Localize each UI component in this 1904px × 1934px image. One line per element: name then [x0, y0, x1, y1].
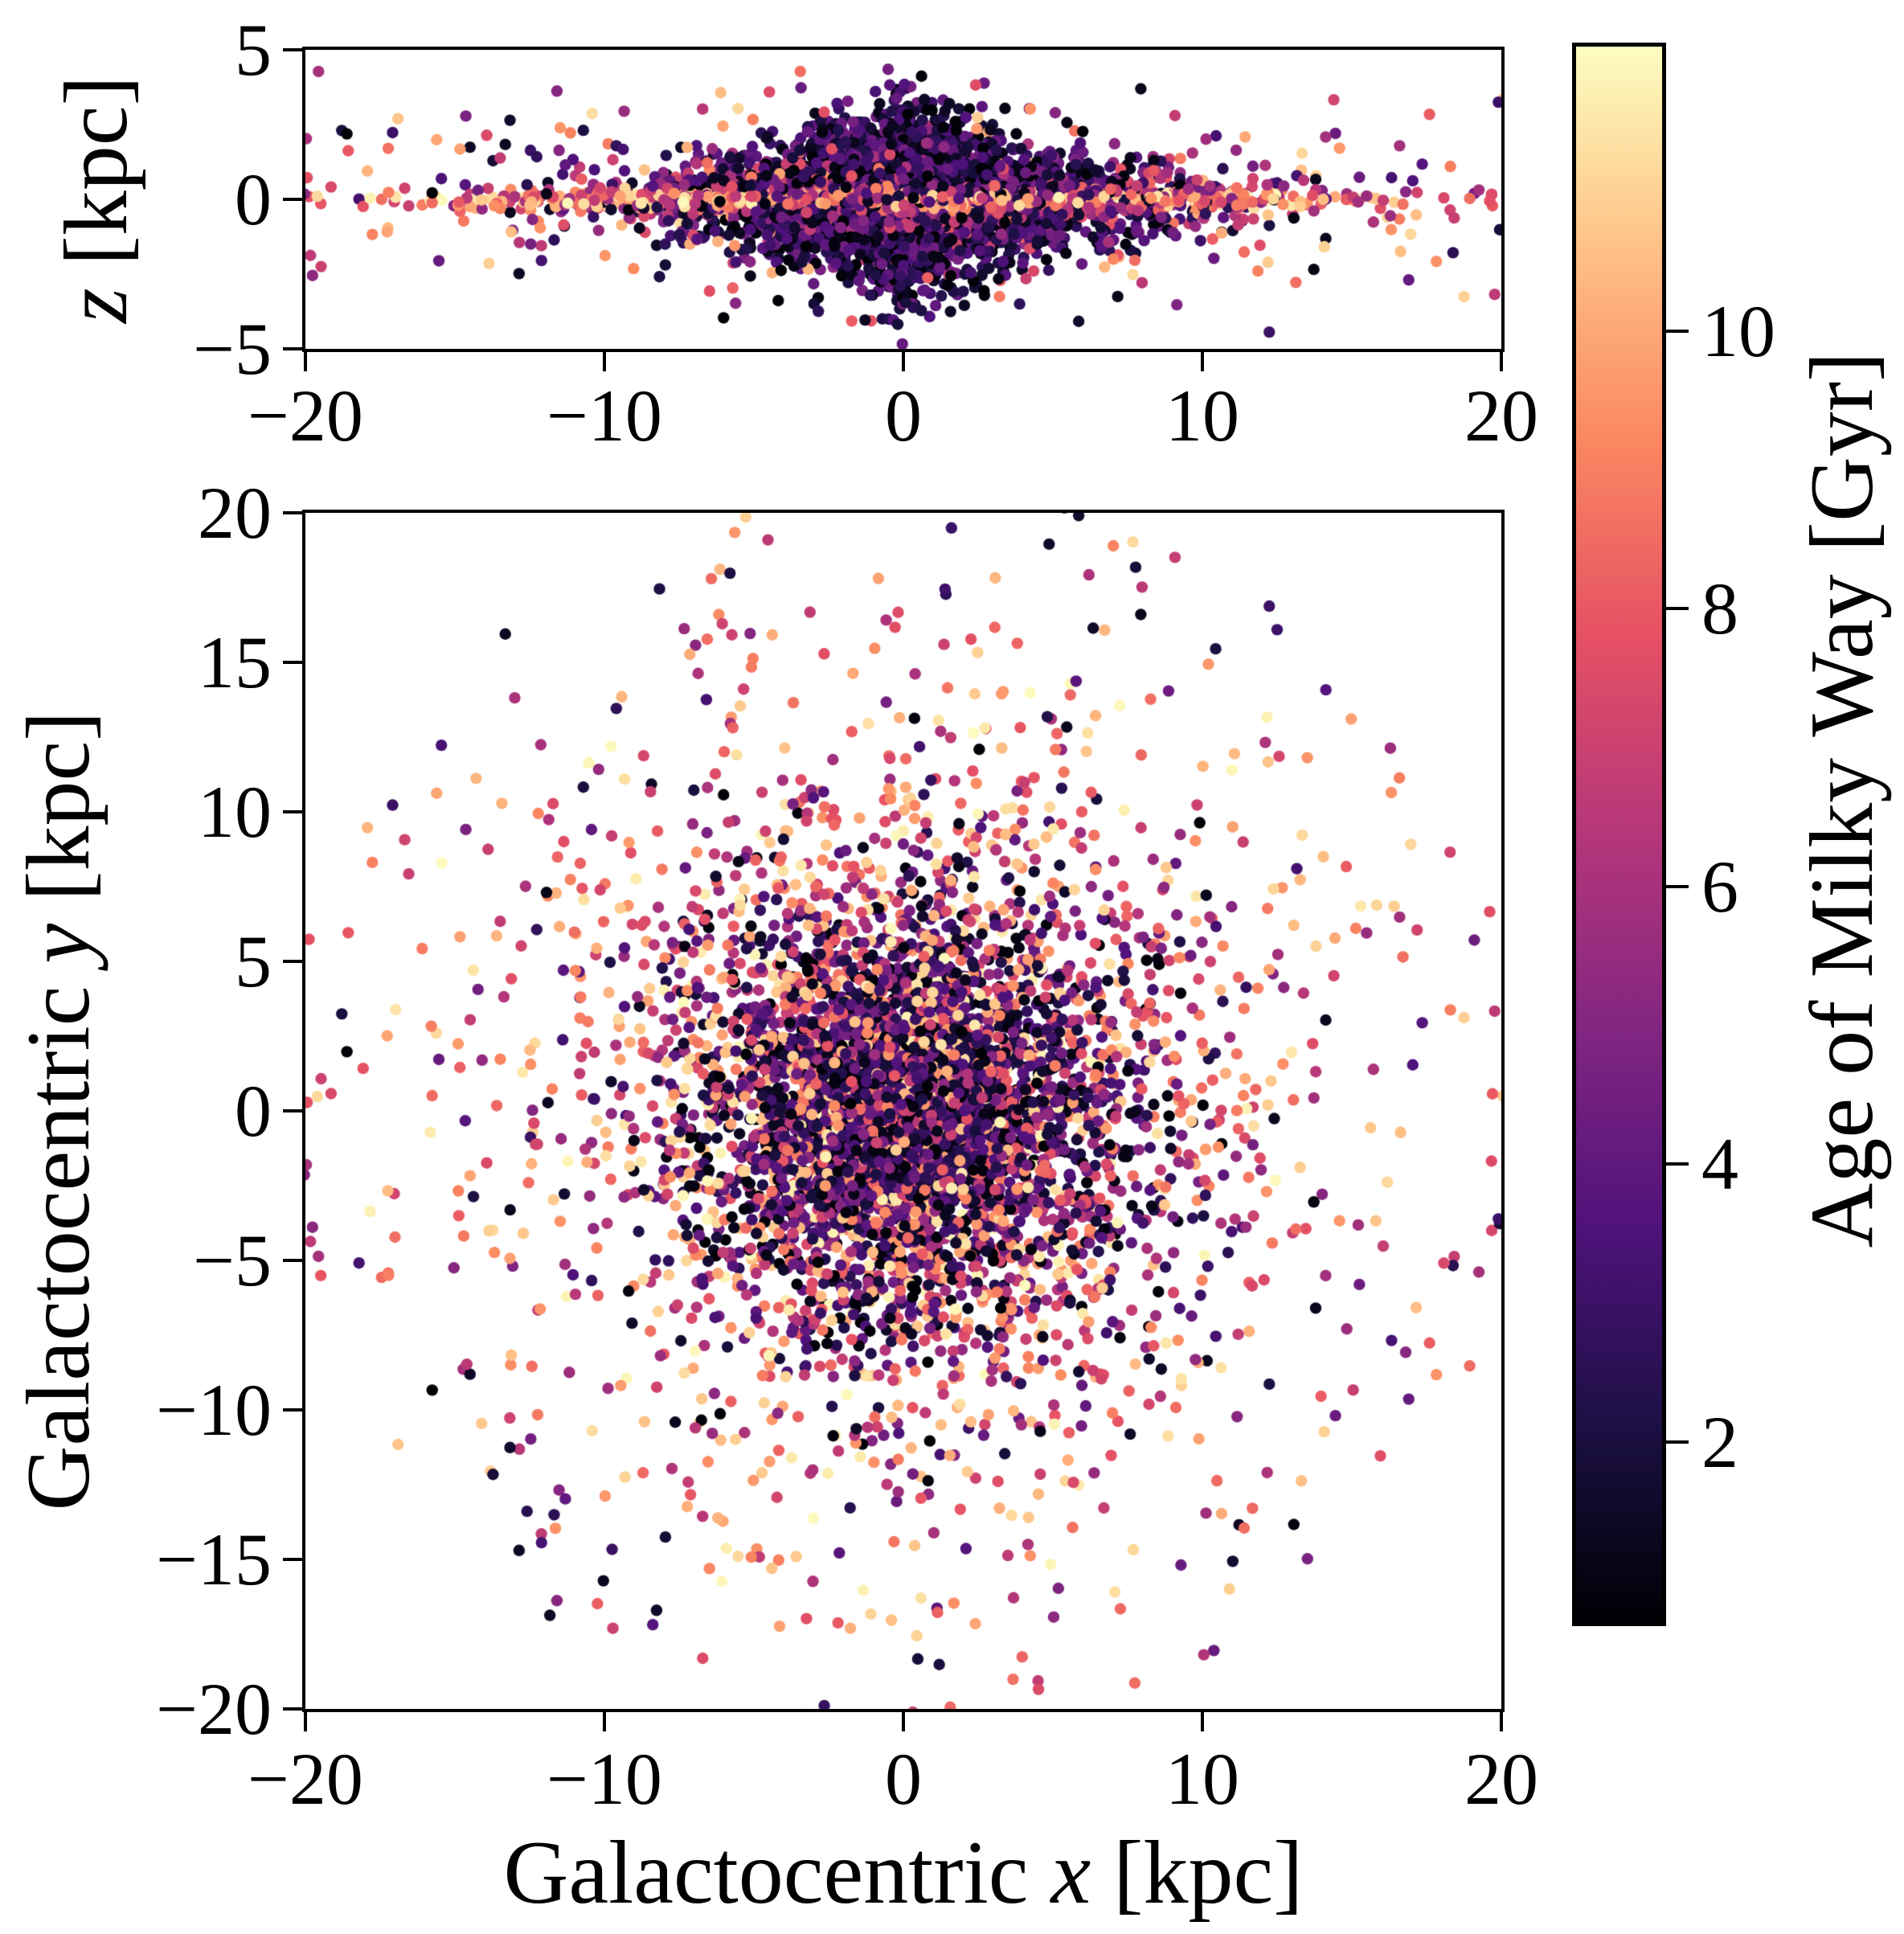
x-tick	[603, 349, 606, 371]
x-tick-label: −20	[248, 1738, 363, 1820]
x-tick-label: 20	[1464, 375, 1538, 457]
x-tick	[304, 1709, 307, 1731]
colorbar-tick	[1666, 607, 1689, 611]
y-tick	[283, 1109, 305, 1112]
x-axis-variable-x: x	[1050, 1823, 1091, 1923]
face-on-scatter-canvas	[305, 513, 1501, 1709]
x-tick	[1500, 1709, 1503, 1731]
y-tick-label: 10	[198, 771, 272, 853]
y-tick	[283, 1707, 305, 1711]
x-tick-label: 10	[1165, 375, 1239, 457]
x-tick	[603, 1709, 606, 1731]
y-tick	[283, 511, 305, 514]
y-tick	[283, 661, 305, 664]
x-tick	[1500, 349, 1503, 371]
colorbar-tick-label: 6	[1701, 845, 1738, 928]
colorbar-tick-label: 2	[1701, 1400, 1738, 1483]
x-tick	[902, 349, 905, 371]
colorbar-tick	[1666, 330, 1689, 333]
x-tick-label: 20	[1464, 1738, 1538, 1820]
colorbar	[1572, 43, 1666, 1626]
colorbar-tick	[1666, 1162, 1689, 1166]
y-tick-label: 0	[235, 158, 272, 240]
edge-on-scatter-canvas	[305, 50, 1501, 349]
y-tick-label: 0	[235, 1070, 272, 1152]
y-tick	[283, 347, 305, 350]
colorbar-label: Age of Milky Way [Gyr]	[1792, 351, 1892, 1248]
y-tick-label: 5	[235, 920, 272, 1002]
x-tick-label: −10	[547, 1738, 662, 1820]
face-on-panel	[302, 510, 1505, 1712]
x-tick-label: 0	[885, 375, 922, 457]
y-tick-label: −15	[156, 1518, 272, 1600]
x-tick-label: −10	[547, 375, 662, 457]
x-tick	[1201, 349, 1204, 371]
x-tick-label: −20	[248, 375, 363, 457]
y-tick	[283, 48, 305, 51]
y-tick	[283, 1259, 305, 1262]
y-tick-label: 20	[198, 472, 272, 554]
y-tick-label: −20	[156, 1668, 272, 1750]
colorbar-tick	[1666, 1440, 1689, 1444]
colorbar-tick	[1666, 884, 1689, 888]
y-tick-label: −5	[193, 1219, 272, 1301]
y-tick-label: 5	[235, 9, 272, 91]
x-tick-label: 10	[1165, 1738, 1239, 1820]
colorbar-tick-label: 10	[1701, 290, 1775, 372]
y-tick	[283, 810, 305, 813]
y-tick	[283, 1408, 305, 1412]
x-axis-label: Galactocentric x [kpc]	[503, 1823, 1304, 1923]
y-tick	[283, 198, 305, 201]
x-tick	[902, 1709, 905, 1731]
y-tick	[283, 1558, 305, 1561]
x-tick	[304, 349, 307, 371]
y-tick-label: −10	[156, 1369, 272, 1451]
colorbar-tick-label: 8	[1701, 567, 1738, 650]
x-tick	[1201, 1709, 1204, 1731]
y-tick-label: −5	[193, 308, 272, 390]
y-tick	[283, 960, 305, 963]
y-tick-label: 15	[198, 621, 272, 703]
x-tick-label: 0	[885, 1738, 922, 1820]
edge-on-panel	[302, 47, 1505, 352]
colorbar-tick-label: 4	[1701, 1123, 1738, 1206]
